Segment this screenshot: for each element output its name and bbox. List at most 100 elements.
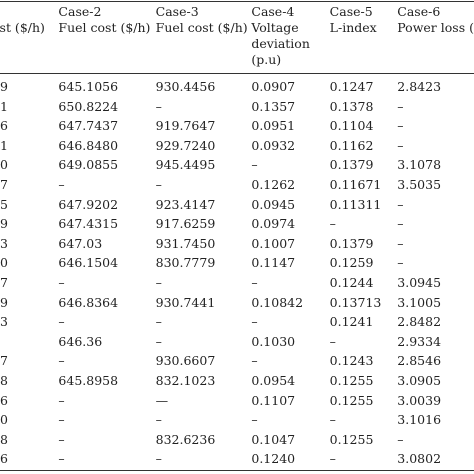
table-cell: 27 (0, 353, 8, 369)
table-cell: 649.0855 (58, 157, 119, 173)
table-cell: – (251, 412, 258, 428)
table-cell: 2.0478 (397, 469, 474, 474)
table-cell: 647.03 (58, 235, 103, 251)
table-cell: 50 (0, 412, 8, 428)
table-row: 53 647.03 931.7450 0.1007 0.1379 – (0, 234, 474, 254)
table-cell: 3.1005 (397, 294, 442, 310)
table-cell: 0.1247 (329, 79, 374, 94)
table-cell: 3.1078 (397, 157, 442, 173)
table-row: 17 – – 0.1262 0.11671 3.5035 (0, 175, 474, 195)
table-row: 00 649.0855 945.4495 – 0.1379 3.1078 (0, 155, 474, 175)
table-cell: – (156, 469, 252, 474)
case-label: Case-3 (155, 4, 199, 19)
header-label-line: Fuel cost ($/h) (155, 20, 248, 35)
table-row: 646.36 – 0.1030 – 2.9334 (0, 332, 474, 352)
table-row: 09 645.1056 930.4456 0.0907 0.1247 2.8423 (0, 73, 474, 97)
table-row: 78 – 832.6236 0.1047 0.1255 – (0, 430, 474, 450)
table-cell: 0.0945 (251, 196, 296, 212)
header-label-line: Voltage (251, 20, 299, 35)
table-cell: 919.7647 (155, 118, 216, 134)
table-cell: – (251, 353, 258, 369)
table-cell: 646.8480 (58, 137, 119, 153)
table-cell: 646.8364 (58, 294, 119, 310)
case-label: Case-4 (251, 4, 295, 19)
table-cell: 50 (0, 255, 8, 271)
table-cell: 0.0907 (251, 79, 296, 94)
table-cell: – (397, 255, 404, 271)
table-cell: 0.1047 (251, 431, 296, 447)
table-cell: 647.4315 (58, 216, 119, 232)
table-cell: 930.7441 (155, 294, 216, 310)
table-cell: 929.7240 (155, 137, 216, 153)
column-header-1: ost ($/h) (0, 3, 58, 73)
table-cell: 76 (0, 451, 8, 467)
table-cell: 0.0974 (251, 216, 296, 232)
table-cell: – (58, 176, 65, 192)
table-cell: – (397, 431, 404, 447)
table-cell: 87 (0, 274, 8, 290)
table-cell: – (329, 333, 336, 349)
table-cell: 2.8423 (397, 79, 442, 94)
table-cell: – (155, 176, 162, 192)
table-cell: – (155, 314, 162, 330)
table-cell: – (330, 469, 398, 474)
table-cell: 0.0954 (251, 372, 296, 388)
table-cell: 16 (0, 118, 8, 134)
table-cell: 2.8482 (397, 314, 442, 330)
column-header-2: Case-2 Fuel cost ($/h) (58, 3, 155, 73)
table-cell: 0.1007 (251, 235, 296, 251)
table-cell: 945.4495 (155, 157, 216, 173)
table-cell: 0.1107 (251, 392, 296, 408)
table-cell: – (397, 137, 404, 153)
table-row: 46 – — 0.1107 0.1255 3.0039 (0, 391, 474, 411)
table-cell: 19 (0, 216, 8, 232)
table-cell: 0.1104 (329, 118, 374, 134)
table-cell: – (155, 412, 162, 428)
table-cell: 0.0951 (251, 118, 296, 134)
column-header-4: Case-4 Voltage deviation (p.u) (251, 3, 329, 73)
table-cell: – (155, 451, 162, 467)
case-label: Case-6 (397, 4, 441, 19)
table-cell: – (251, 157, 258, 173)
table-cell: 832.6236 (155, 431, 216, 447)
table-cell: – (251, 274, 258, 290)
table-cell: 0.3752 (251, 469, 329, 474)
case-label (0, 4, 58, 20)
column-header-5: Case-5 L-index (330, 3, 398, 73)
table-cell: 647.9202 (58, 196, 119, 212)
table-row: 48 645.8958 832.1023 0.0954 0.1255 3.0905 (0, 371, 474, 391)
table-cell: 3.1016 (397, 412, 442, 428)
table-row: 91 650.8224 – 0.1357 0.1378 – (0, 97, 474, 117)
table-row: 87 – – – 0.1244 3.0945 (0, 273, 474, 293)
table-cell: 2.8546 (397, 353, 442, 369)
table-cell: – (155, 98, 162, 114)
table-cell: – (397, 118, 404, 134)
top-rule (0, 1, 474, 2)
table-cell: 48 (0, 372, 8, 388)
table-cell: 0.1255 (329, 431, 374, 447)
table-cell: – (58, 451, 65, 467)
table-cell: 0.1379 (329, 157, 374, 173)
table-cell: 917.6259 (155, 216, 216, 232)
table-cell: 650.8224 (58, 98, 119, 114)
table-cell: 0.1357 (251, 98, 296, 114)
table-row: 99 646.8364 930.7441 0.10842 0.13713 3.1005 (0, 293, 474, 313)
table-cell: 0.11671 (329, 176, 382, 192)
table-cell: 46 (0, 392, 8, 408)
table-cell: 13 (0, 314, 8, 330)
case-label: Case-5 (329, 4, 373, 19)
table-cell: 645.1056 (58, 79, 119, 94)
table-cell: 0.1030 (251, 333, 296, 349)
table-cell: 0.1255 (329, 392, 374, 408)
table-cell: – (329, 216, 336, 232)
table-row: 58––0.3752–2.0478 (0, 469, 474, 474)
header-label-line: Power loss ( (397, 20, 474, 35)
table-cell: – (155, 274, 162, 290)
table-cell: 51 (0, 137, 8, 153)
table-cell: 930.4456 (155, 79, 216, 94)
table-cell: 0.1259 (329, 255, 374, 271)
table-cell: 646.36 (58, 333, 103, 349)
